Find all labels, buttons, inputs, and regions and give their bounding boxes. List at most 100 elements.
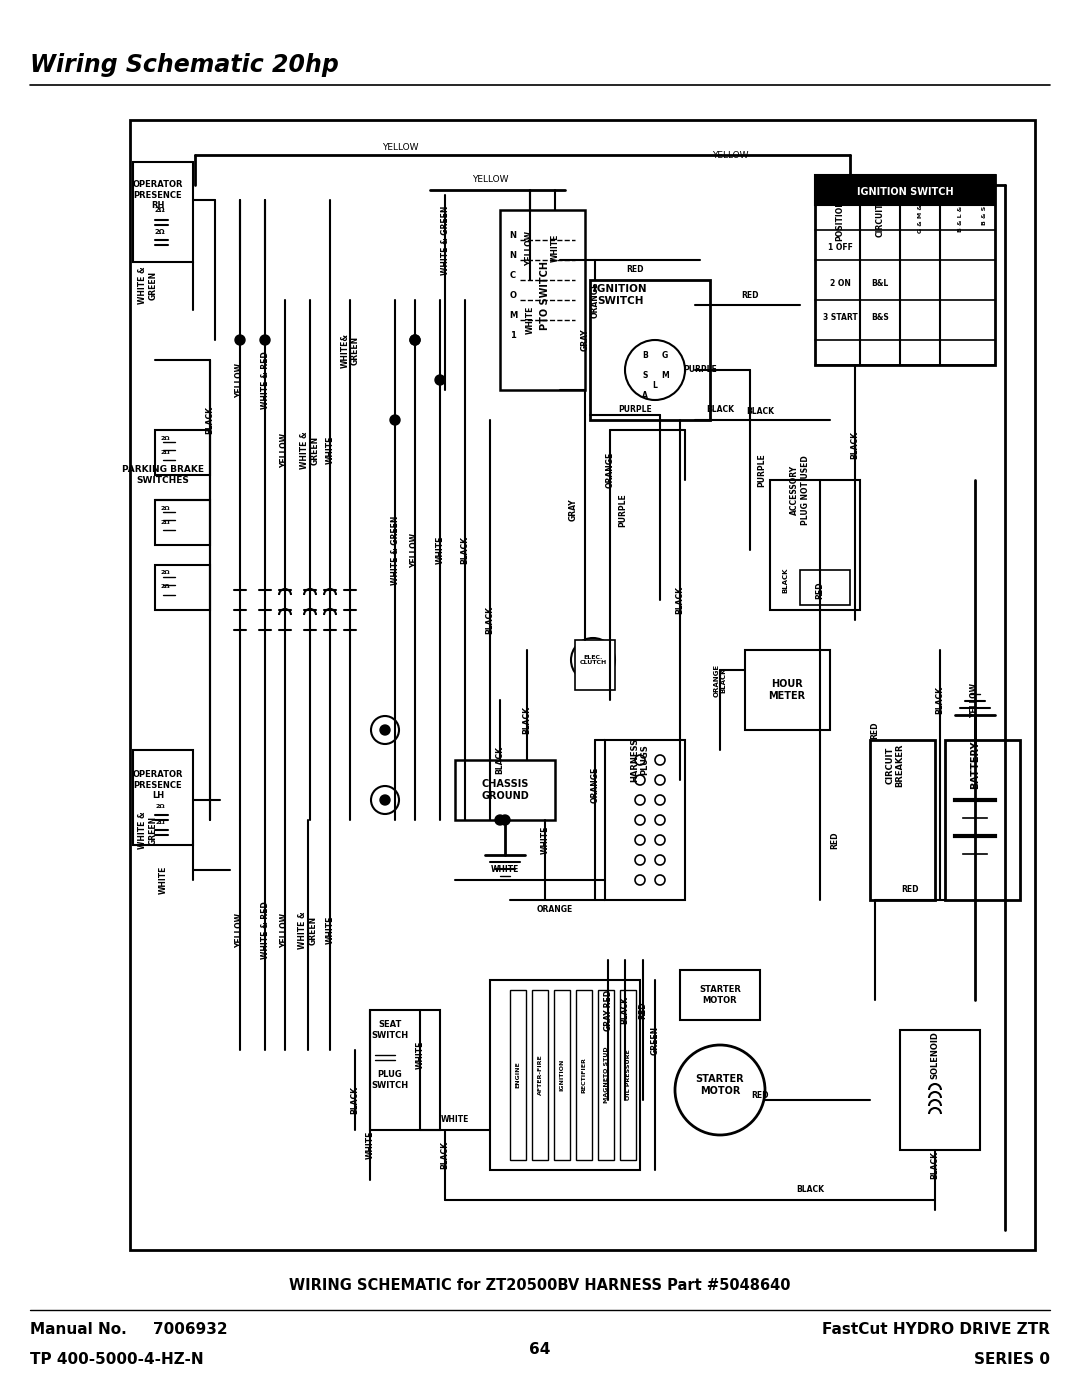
- Text: BLACK: BLACK: [796, 1186, 824, 1194]
- Bar: [576, 990, 592, 1160]
- Bar: [900, 1030, 980, 1150]
- Text: 64: 64: [529, 1343, 551, 1358]
- Text: ORANGE: ORANGE: [591, 767, 599, 803]
- Bar: [575, 640, 615, 690]
- Text: YELLOW: YELLOW: [281, 433, 289, 468]
- Bar: [133, 162, 193, 263]
- Text: 2Ω: 2Ω: [160, 450, 170, 454]
- Text: 2Ω: 2Ω: [160, 436, 170, 440]
- Text: 2Ω: 2Ω: [160, 570, 170, 576]
- Circle shape: [500, 814, 510, 826]
- Bar: [945, 740, 1020, 900]
- Text: BLACK: BLACK: [675, 585, 685, 615]
- Text: STARTER
MOTOR: STARTER MOTOR: [696, 1074, 744, 1095]
- Text: WHITE: WHITE: [435, 536, 445, 564]
- Text: YELLOW: YELLOW: [472, 176, 509, 184]
- Bar: [133, 750, 193, 845]
- Text: 2Ω: 2Ω: [160, 506, 170, 510]
- Text: PURPLE: PURPLE: [619, 493, 627, 527]
- Text: S: S: [643, 370, 648, 380]
- Bar: [455, 760, 555, 820]
- Text: WHITE: WHITE: [159, 866, 167, 894]
- Text: YELLOW: YELLOW: [971, 683, 980, 718]
- Text: WHITE&
GREEN: WHITE& GREEN: [340, 332, 360, 367]
- Text: YELLOW: YELLOW: [235, 912, 244, 947]
- Text: RED: RED: [626, 265, 644, 274]
- Circle shape: [235, 335, 245, 345]
- Text: G & M & X: G & M & X: [918, 197, 922, 233]
- Bar: [490, 981, 640, 1171]
- Text: Manual No.     7006932: Manual No. 7006932: [30, 1323, 228, 1337]
- Text: BLACK: BLACK: [851, 432, 860, 460]
- Text: 2Ω: 2Ω: [160, 584, 170, 590]
- Bar: [800, 570, 850, 605]
- Text: B: B: [643, 351, 648, 359]
- Text: GREEN: GREEN: [650, 1025, 660, 1055]
- Text: WHITE: WHITE: [526, 306, 535, 334]
- Text: WHITE: WHITE: [325, 436, 335, 464]
- Text: BLACK: BLACK: [935, 686, 945, 714]
- Bar: [680, 970, 760, 1020]
- Bar: [532, 990, 548, 1160]
- Text: A: A: [643, 391, 648, 400]
- Bar: [815, 175, 995, 205]
- Text: RED: RED: [752, 1091, 769, 1099]
- Text: TP 400-5000-4-HZ-N: TP 400-5000-4-HZ-N: [30, 1352, 204, 1368]
- Text: M: M: [509, 310, 517, 320]
- Text: BLACK: BLACK: [746, 408, 774, 416]
- Text: 2Ω: 2Ω: [160, 520, 170, 524]
- Bar: [620, 990, 636, 1160]
- Text: 2Ω: 2Ω: [156, 820, 165, 826]
- Bar: [510, 990, 526, 1160]
- Circle shape: [260, 335, 270, 345]
- Text: WHITE & RED: WHITE & RED: [260, 351, 270, 409]
- Text: WHITE: WHITE: [540, 826, 550, 854]
- Text: PARKING BRAKE
SWITCHES: PARKING BRAKE SWITCHES: [122, 465, 204, 485]
- Bar: [598, 990, 615, 1160]
- Circle shape: [435, 374, 445, 386]
- Text: IGNITION: IGNITION: [559, 1059, 565, 1091]
- Text: ORANGE: ORANGE: [606, 451, 615, 488]
- Text: IGNITION SWITCH: IGNITION SWITCH: [856, 187, 954, 197]
- Text: WHITE: WHITE: [416, 1041, 424, 1069]
- Text: BLACK: BLACK: [486, 606, 495, 634]
- Text: B & L & X: B & L & X: [958, 198, 962, 232]
- Text: HARNESS
PLUGS: HARNESS PLUGS: [631, 738, 650, 782]
- Text: BLACK: BLACK: [205, 407, 215, 434]
- Text: N: N: [510, 231, 516, 239]
- Text: 2Ω: 2Ω: [154, 229, 165, 235]
- Text: RED: RED: [831, 831, 839, 849]
- Text: SERIES 0: SERIES 0: [974, 1352, 1050, 1368]
- Bar: [745, 650, 831, 731]
- Circle shape: [495, 814, 505, 826]
- Text: BLACK: BLACK: [621, 996, 630, 1024]
- Text: 1 OFF: 1 OFF: [827, 243, 852, 253]
- Text: HOUR
METER: HOUR METER: [769, 679, 806, 701]
- Text: ENGINE: ENGINE: [515, 1062, 521, 1088]
- Text: WHITE: WHITE: [490, 866, 519, 875]
- Circle shape: [380, 725, 390, 735]
- Text: YELLOW: YELLOW: [381, 144, 418, 152]
- Text: YELLOW: YELLOW: [526, 231, 535, 265]
- Text: ORANGE
BLACK: ORANGE BLACK: [714, 664, 727, 697]
- Text: BATTERY: BATTERY: [970, 740, 980, 789]
- Circle shape: [410, 335, 420, 345]
- Text: POSITION: POSITION: [836, 200, 845, 240]
- Text: WHITE: WHITE: [325, 916, 335, 944]
- Text: SEAT
SWITCH: SEAT SWITCH: [372, 1020, 408, 1039]
- Text: WHITE &
GREEN: WHITE & GREEN: [138, 267, 158, 303]
- Bar: [500, 210, 585, 390]
- Text: 2Ω: 2Ω: [156, 805, 165, 809]
- Text: Wiring Schematic 20hp: Wiring Schematic 20hp: [30, 53, 339, 77]
- Text: BLACK: BLACK: [523, 705, 531, 733]
- Text: N: N: [510, 250, 516, 260]
- Text: B & S: B & S: [983, 205, 987, 225]
- Text: YELLOW: YELLOW: [235, 362, 244, 398]
- Text: WHITE: WHITE: [441, 1115, 469, 1125]
- Text: WHITE & RED: WHITE & RED: [260, 901, 270, 958]
- Text: OPERATOR
PRESENCE
LH: OPERATOR PRESENCE LH: [133, 770, 184, 800]
- Text: IGNITION
SWITCH: IGNITION SWITCH: [593, 284, 647, 306]
- Bar: [156, 500, 210, 545]
- Text: CIRCUIT: CIRCUIT: [876, 203, 885, 237]
- Text: RED: RED: [741, 291, 759, 299]
